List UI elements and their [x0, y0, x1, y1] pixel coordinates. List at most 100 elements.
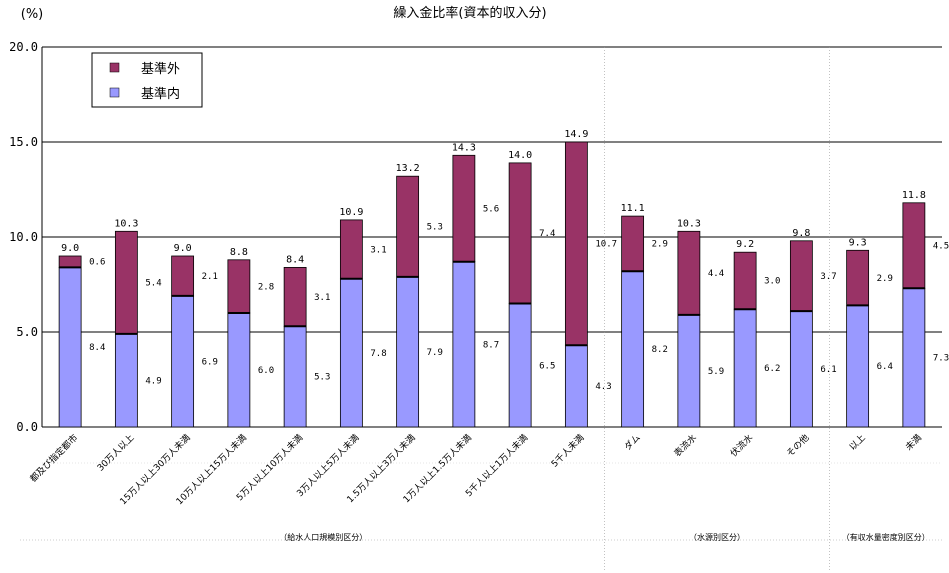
category-label: 5千人未満: [549, 432, 587, 470]
data-label-outside: 2.9: [877, 274, 893, 284]
bar-inside: [789, 310, 813, 428]
bar-outside: [789, 240, 813, 312]
bar-inside: [339, 278, 363, 428]
data-label-inside: 7.9: [427, 348, 443, 358]
bar-outside: [283, 266, 307, 327]
bar-inside: [283, 325, 307, 428]
bar-inside: [677, 314, 701, 428]
data-label-inside: 4.9: [145, 376, 161, 386]
data-label-inside: 6.1: [820, 365, 836, 375]
bar-outside: [171, 255, 195, 297]
category-label: ダム: [622, 432, 643, 453]
data-label-total: 8.8: [230, 247, 248, 258]
legend-swatch-inside: [109, 87, 120, 98]
data-label-total: 10.3: [677, 218, 701, 229]
data-label-outside: 5.6: [483, 205, 499, 215]
legend-box: [91, 52, 203, 108]
legend-swatch-outside: [109, 62, 120, 73]
legend: 基準外 基準内: [91, 52, 203, 108]
y-tick-label: 20.0: [9, 40, 38, 54]
category-label: 30万人以上: [95, 432, 136, 473]
data-label-outside: 2.1: [202, 272, 218, 282]
group-label: （有収水量密度別区分）: [842, 532, 930, 542]
group-label: （水源別区分）: [689, 532, 745, 542]
bar-outside: [677, 230, 701, 316]
group-labels: （給水人口規模別区分） （水源別区分） （有収水量密度別区分）: [279, 532, 930, 542]
bar-inside: [452, 261, 476, 428]
data-label-total: 13.2: [396, 163, 420, 174]
data-label-outside: 4.4: [708, 269, 724, 279]
data-label-inside: 6.9: [202, 357, 218, 367]
bar-inside: [902, 287, 926, 428]
data-label-total: 8.4: [286, 254, 304, 265]
data-label-inside: 7.8: [370, 349, 386, 359]
data-label-inside: 8.4: [89, 343, 105, 353]
bar-outside: [396, 175, 420, 278]
group-dividers: [20, 47, 942, 570]
data-label-outside: 3.1: [370, 245, 386, 255]
bar-inside: [733, 308, 757, 428]
category-label: 都及び指定都市: [27, 432, 80, 485]
data-label-total: 9.3: [849, 237, 867, 248]
data-label-inside: 7.3: [933, 354, 949, 364]
data-label-outside: 3.1: [314, 293, 330, 303]
data-label-total: 14.3: [452, 142, 476, 153]
data-label-total: 10.9: [339, 207, 363, 218]
category-label: 以上: [847, 432, 868, 453]
bar-outside: [508, 162, 532, 304]
data-label-inside: 6.2: [764, 364, 780, 374]
data-label-inside: 8.2: [652, 345, 668, 355]
category-label: 伏流水: [728, 432, 756, 460]
category-labels: 都及び指定都市 30万人以上15万人以上30万人未満10万人以上15万人未満5万人…: [27, 432, 924, 508]
data-label-total: 11.1: [621, 203, 645, 214]
data-label-inside: 6.0: [258, 366, 274, 376]
bar-outside: [564, 141, 588, 346]
data-label-total: 11.8: [902, 190, 926, 201]
legend-label-outside: 基準外: [141, 61, 180, 77]
legend-label-inside: 基準内: [141, 86, 180, 102]
data-label-outside: 3.7: [820, 272, 836, 282]
bars: [58, 141, 926, 428]
y-tick-label: 15.0: [9, 135, 38, 149]
y-tick-labels: 0.0 5.0 10.0 15.0 20.0: [9, 40, 38, 434]
data-label-outside: 2.8: [258, 282, 274, 292]
data-label-outside: 5.4: [145, 279, 161, 289]
bar-outside: [452, 154, 476, 263]
bar-outside: [846, 249, 870, 306]
bar-outside: [733, 251, 757, 310]
bar-inside: [171, 295, 195, 428]
data-label-outside: 0.6: [89, 258, 105, 268]
category-label: 未満: [903, 432, 924, 453]
data-label-inside: 5.9: [708, 367, 724, 377]
data-label-inside: 8.7: [483, 340, 499, 350]
data-label-total: 14.9: [564, 129, 588, 140]
bar-inside: [508, 303, 532, 428]
data-label-outside: 3.0: [764, 277, 780, 287]
y-tick-label: 5.0: [16, 325, 38, 339]
data-label-outside: 10.7: [595, 240, 617, 250]
data-label-total: 9.0: [174, 243, 192, 254]
bar-inside: [621, 270, 645, 428]
data-label-total: 14.0: [508, 150, 532, 161]
category-label: 3万人以上5万人未満: [294, 432, 361, 499]
data-label-total: 9.2: [736, 239, 754, 250]
bar-inside: [564, 344, 588, 428]
data-label-total: 9.0: [61, 243, 79, 254]
data-label-total: 9.8: [792, 228, 810, 239]
data-label-inside: 6.4: [877, 362, 893, 372]
bar-inside: [114, 333, 138, 428]
category-label: その他: [784, 432, 812, 460]
bar-inside: [846, 304, 870, 428]
data-label-outside: 4.5: [933, 242, 949, 252]
y-tick-label: 10.0: [9, 230, 38, 244]
bar-outside: [114, 230, 138, 335]
data-label-inside: 5.3: [314, 373, 330, 383]
data-label-outside: 5.3: [427, 223, 443, 233]
bar-outside: [227, 259, 251, 314]
bar-outside: [339, 219, 363, 280]
bar-outside: [902, 202, 926, 289]
bar-outside: [58, 255, 82, 268]
bar-inside: [396, 276, 420, 428]
data-label-total: 10.3: [114, 218, 138, 229]
